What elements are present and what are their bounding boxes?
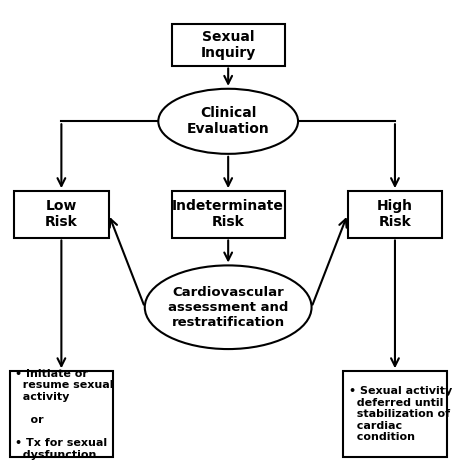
Bar [14, 191, 109, 237]
Text: • Sexual activity
  deferred until
  stabilization of
  cardiac
  condition: • Sexual activity deferred until stabili… [348, 386, 452, 442]
Text: Cardiovascular
assessment and
restratification: Cardiovascular assessment and restratifi… [168, 286, 288, 329]
Ellipse shape [158, 89, 298, 154]
Text: High
Risk: High Risk [377, 199, 413, 229]
Text: Clinical
Evaluation: Clinical Evaluation [187, 106, 270, 137]
Ellipse shape [145, 265, 311, 349]
Text: Indeterminate
Risk: Indeterminate Risk [172, 199, 284, 229]
Bar [172, 191, 284, 237]
Bar [343, 371, 447, 457]
Bar [347, 191, 442, 237]
Bar [9, 371, 113, 457]
Bar [172, 24, 284, 65]
Text: Sexual
Inquiry: Sexual Inquiry [201, 29, 256, 60]
Text: • Initiate or
  resume sexual
  activity

    or

• Tx for sexual
  dysfunction: • Initiate or resume sexual activity or … [15, 369, 113, 460]
Text: Low
Risk: Low Risk [45, 199, 78, 229]
